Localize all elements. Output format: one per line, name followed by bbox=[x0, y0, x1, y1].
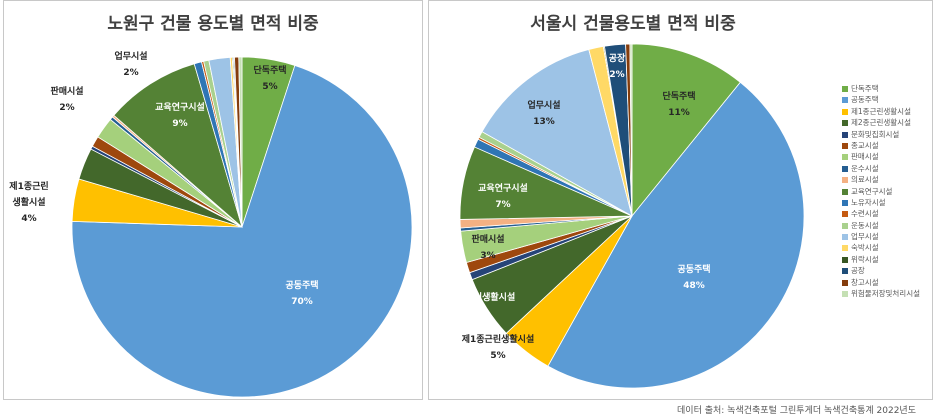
chart-panel-nowon: 노원구 건물 용도별 면적 비중 단독주택 5% 공동주택 70% 제1종근린 생활시설 4… bbox=[3, 0, 423, 400]
legend-label: 수련시설 bbox=[851, 209, 879, 219]
data-label-3: 제1종근린생활시설 5% bbox=[462, 333, 535, 361]
legend-item: 종교시설 bbox=[842, 140, 920, 151]
legend-item: 창고시설 bbox=[842, 277, 920, 288]
legend-item: 수련시설 bbox=[842, 208, 920, 219]
legend-label: 창고시설 bbox=[851, 277, 879, 287]
legend-label: 단독주택 bbox=[851, 84, 879, 93]
legend-swatch bbox=[842, 120, 848, 127]
legend-swatch bbox=[842, 86, 848, 92]
legend-swatch bbox=[842, 165, 848, 172]
legend-label: 판매시설 bbox=[851, 152, 879, 162]
data-label-1: 단독주택 11% bbox=[662, 90, 695, 118]
pie-slice-19 bbox=[238, 56, 243, 228]
legend-item: 위험물저장및처리시설 bbox=[842, 288, 920, 299]
legend-label: 노유자시설 bbox=[851, 197, 886, 207]
pie-chart-nowon: 단독주택 5% 공동주택 70% 제1종근린 생활시설 4% 제2종근린 생활시설 3% 판매시설 2… bbox=[9, 50, 413, 398]
legend-item: 판매시설 bbox=[842, 151, 920, 162]
data-label-1: 단독주택 5% bbox=[253, 64, 286, 92]
legend-item: 단독주택 bbox=[842, 83, 920, 94]
legend-item: 제1종근린생활시설 bbox=[842, 106, 920, 117]
data-label-3: 제1종근린 생활시설 4% bbox=[9, 180, 48, 224]
legend-label: 공동주택 bbox=[851, 95, 879, 105]
legend-item: 운수시설 bbox=[842, 163, 920, 174]
data-label-4: 제2종근린생활시설 6% bbox=[443, 291, 516, 319]
data-label-17: 공장 2% bbox=[609, 52, 626, 80]
legend-item: 공동주택 bbox=[842, 94, 920, 105]
legend-swatch bbox=[842, 222, 848, 229]
legend-item: 숙박시설 bbox=[842, 242, 920, 253]
legend-swatch bbox=[842, 177, 848, 184]
legend-item: 위락시설 bbox=[842, 254, 920, 265]
legend-label: 운수시설 bbox=[851, 163, 879, 173]
legend-label: 위험물저장및처리시설 bbox=[851, 289, 920, 299]
pie-chart-seoul: 단독주택 11% 공동주택 48% 제1종근린생활시설 5% 제2종근린생활시설 6% 판매시설… bbox=[443, 43, 805, 389]
chart-panel-seoul: 서울시 건물용도별 면적 비중 단독주택 11% 공동주택 48% 제1종근린생활시설 5… bbox=[428, 0, 933, 400]
pie-slice-2 bbox=[71, 64, 413, 398]
legend-swatch bbox=[842, 131, 848, 138]
legend-label: 업무시설 bbox=[851, 232, 879, 242]
source-note: 데이터 출처: 녹색건축포털 그린투게더 녹색건축통계 2022년도 bbox=[677, 406, 916, 416]
legend-item: 교육연구시설 bbox=[842, 186, 920, 197]
data-label-2: 공동주택 48% bbox=[677, 264, 710, 291]
legend-swatch bbox=[842, 291, 848, 298]
data-label-2: 공동주택 70% bbox=[285, 280, 318, 307]
legend-label: 제1종근린생활시설 bbox=[851, 106, 911, 116]
pie-slice-10 bbox=[113, 63, 243, 229]
legend-item: 의료시설 bbox=[842, 174, 920, 185]
legend-label: 숙박시설 bbox=[851, 243, 879, 253]
pie-slice-14 bbox=[481, 49, 633, 217]
legend-label: 제2종근린생활시설 bbox=[851, 118, 911, 128]
legend-label: 공장 bbox=[851, 266, 865, 276]
chart-title: 서울시 건물용도별 면적 비중 bbox=[530, 14, 736, 34]
legend-label: 문화및집회시설 bbox=[851, 129, 900, 139]
chart-title: 노원구 건물 용도별 면적 비중 bbox=[107, 14, 319, 34]
legend-label: 위락시설 bbox=[851, 254, 879, 264]
pie-slice-2 bbox=[547, 81, 805, 389]
legend-swatch bbox=[842, 234, 848, 241]
legend-swatch bbox=[842, 199, 848, 206]
data-label-4: 제2종근린 생활시설 3% bbox=[15, 129, 54, 173]
legend-swatch bbox=[842, 245, 848, 252]
pie-slice-1 bbox=[631, 43, 741, 218]
legend-swatch bbox=[842, 154, 848, 161]
pie-slice-19 bbox=[629, 43, 633, 217]
legend-item: 업무시설 bbox=[842, 231, 920, 242]
legend-swatch bbox=[842, 108, 848, 115]
legend-swatch bbox=[842, 188, 848, 195]
data-label-14: 업무시설 13% bbox=[527, 99, 560, 127]
legend-swatch bbox=[842, 211, 848, 218]
legend-item: 제2종근린생활시설 bbox=[842, 117, 920, 128]
data-label-10: 교육연구시설 7% bbox=[478, 182, 528, 210]
legend-label: 종교시설 bbox=[851, 140, 879, 150]
legend-item: 노유자시설 bbox=[842, 197, 920, 208]
legend-item: 문화및집회시설 bbox=[842, 129, 920, 140]
legend-item: 공장 bbox=[842, 265, 920, 276]
data-label-10: 교육연구시설 9% bbox=[155, 101, 205, 129]
data-label-14: 업무시설 2% bbox=[114, 50, 147, 78]
legend-swatch bbox=[842, 256, 848, 263]
legend-swatch bbox=[842, 142, 848, 149]
legend-swatch bbox=[842, 279, 848, 286]
legend-item: 운동시설 bbox=[842, 220, 920, 231]
legend-label: 운동시설 bbox=[851, 220, 879, 230]
data-label-7: 판매시설 2% bbox=[50, 85, 83, 113]
legend-swatch bbox=[842, 268, 848, 275]
legend-swatch bbox=[842, 97, 848, 104]
legend-label: 의료시설 bbox=[851, 175, 879, 185]
legend-label: 교육연구시설 bbox=[851, 186, 893, 196]
data-label-7: 판매시설 3% bbox=[471, 233, 504, 261]
